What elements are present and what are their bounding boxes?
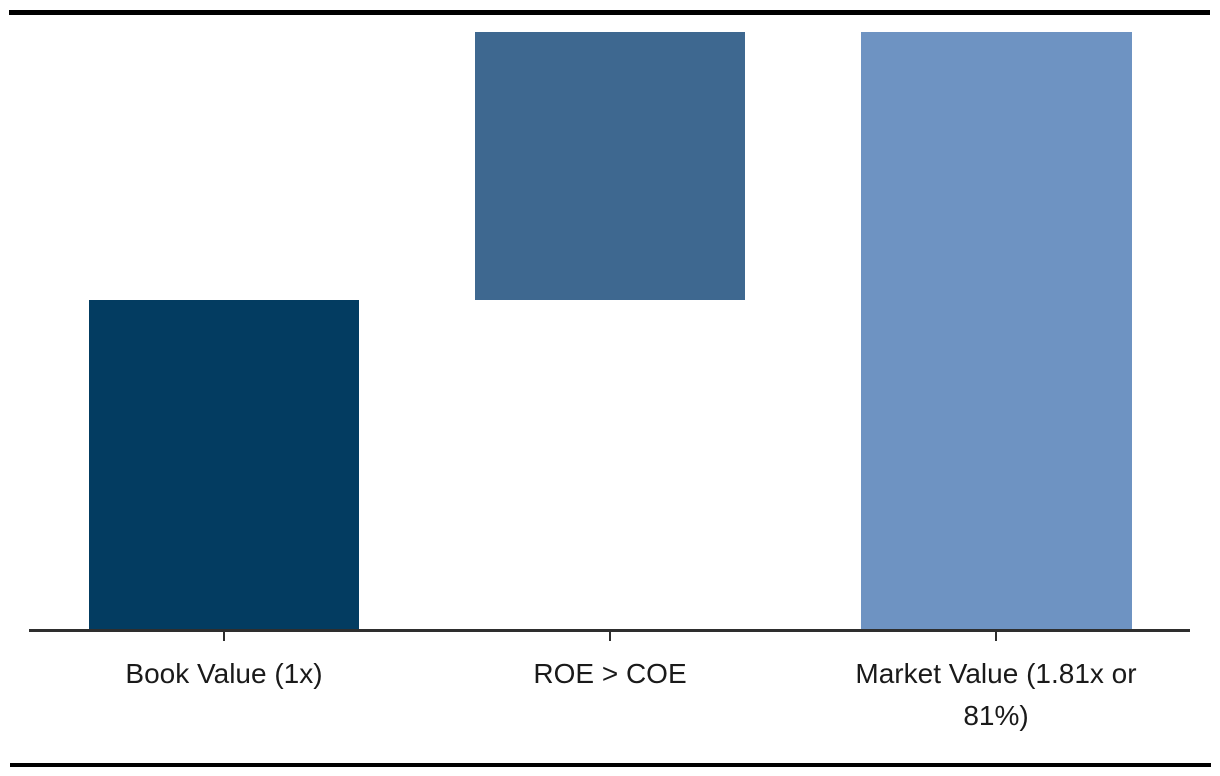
x-tick-roe-coe bbox=[609, 632, 611, 641]
top-rule bbox=[9, 10, 1210, 15]
x-tick-book-value bbox=[223, 632, 225, 641]
bar-market-value bbox=[861, 32, 1132, 630]
x-label-market-value: Market Value (1.81x or 81%) bbox=[855, 658, 1137, 731]
x-label-book-value: Book Value (1x) bbox=[125, 658, 323, 689]
bottom-rule bbox=[10, 763, 1211, 767]
x-label-roe-coe: ROE > COE bbox=[533, 658, 687, 689]
x-tick-market-value bbox=[995, 632, 997, 641]
bar-book-value bbox=[89, 300, 359, 630]
x-axis-line bbox=[29, 629, 1190, 632]
bar-roe-greater-coe bbox=[475, 32, 745, 300]
